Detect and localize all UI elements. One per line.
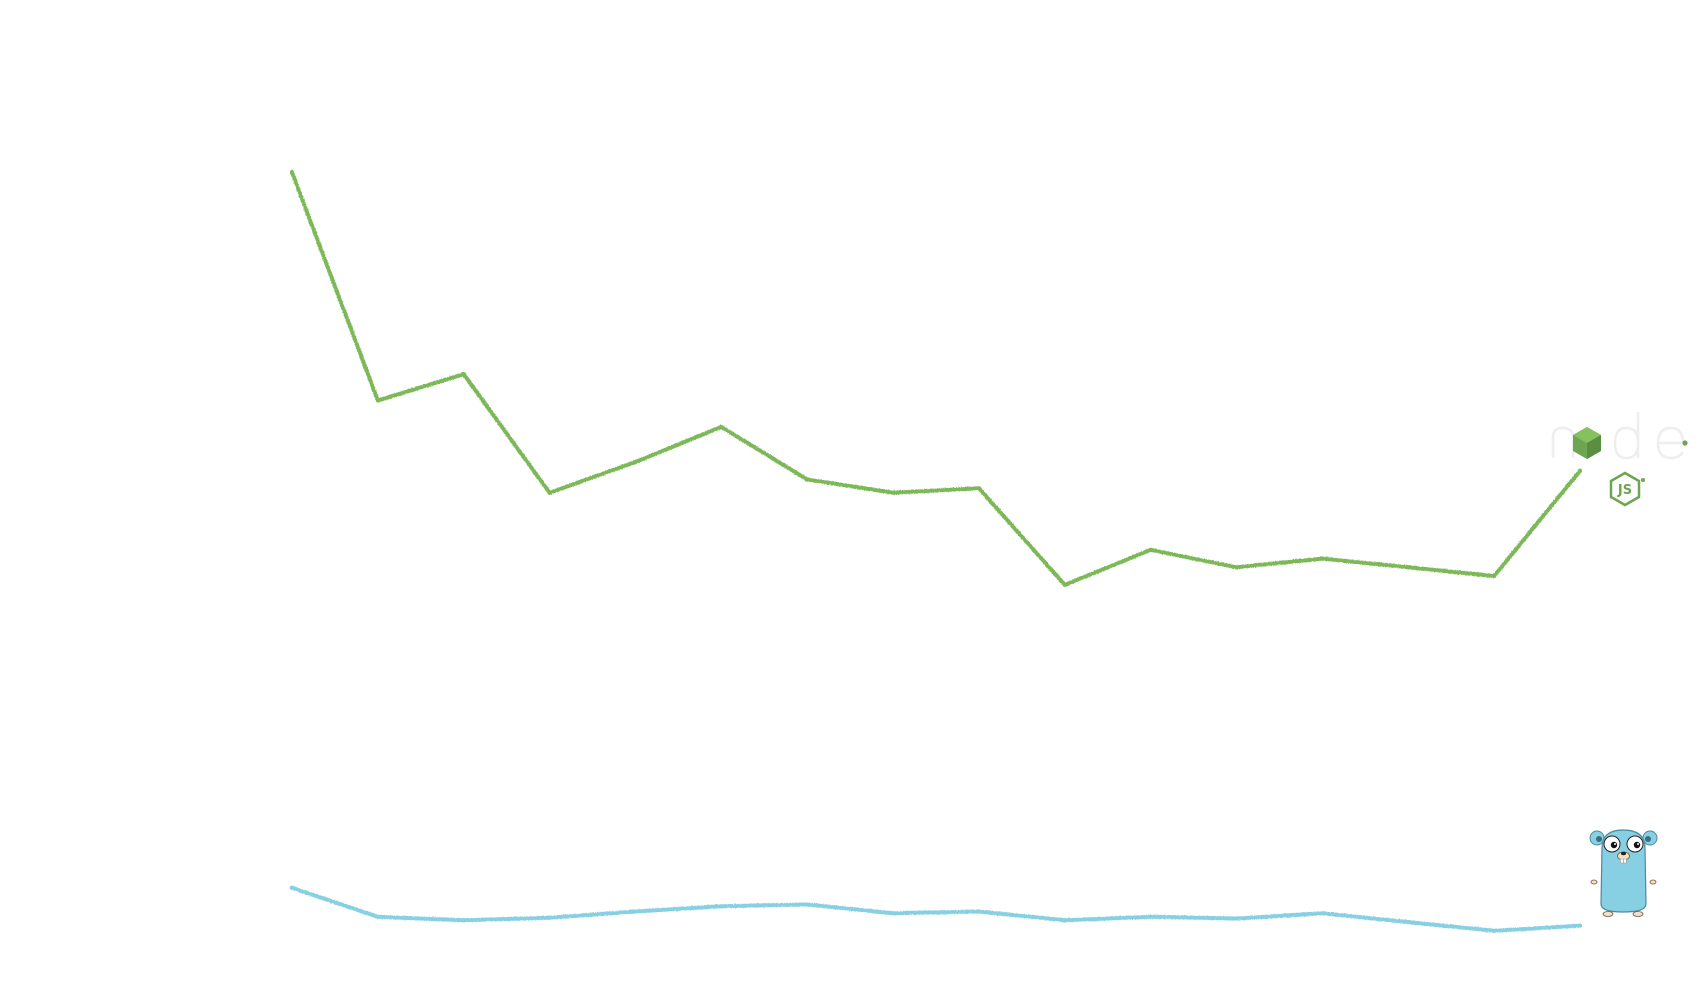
data-point-node bbox=[976, 486, 981, 491]
data-point-go bbox=[891, 911, 896, 916]
series-line-node bbox=[290, 170, 1582, 587]
nodejs-js-label: JS bbox=[1617, 483, 1632, 498]
nodejs-wordmark bbox=[1551, 412, 1685, 460]
data-point-go bbox=[976, 909, 981, 914]
nodejs-js-hexagon bbox=[1609, 471, 1641, 507]
data-point-node bbox=[1148, 547, 1153, 552]
data-point-go bbox=[805, 902, 810, 907]
data-point-node bbox=[805, 477, 810, 482]
data-point-go bbox=[1492, 928, 1497, 933]
data-point-go bbox=[1234, 916, 1239, 921]
data-point-go bbox=[633, 909, 638, 914]
data-point-node bbox=[891, 490, 896, 495]
data-point-node bbox=[1234, 565, 1239, 570]
series-line-go bbox=[290, 885, 1582, 933]
data-point-go bbox=[290, 885, 294, 890]
data-point-node bbox=[1320, 556, 1325, 561]
data-point-node bbox=[1578, 468, 1582, 473]
data-point-go bbox=[1578, 923, 1582, 928]
data-point-go bbox=[547, 915, 552, 920]
series-layer bbox=[290, 170, 1582, 933]
data-point-node bbox=[1492, 574, 1497, 579]
data-point-node bbox=[461, 372, 466, 377]
nodejs-logo: JS bbox=[1551, 412, 1688, 507]
data-point-go bbox=[461, 918, 466, 923]
nodejs-dot bbox=[1682, 440, 1688, 446]
data-point-go bbox=[719, 904, 724, 909]
data-point-node bbox=[547, 490, 552, 495]
data-point-node bbox=[375, 398, 380, 403]
data-point-node bbox=[1406, 565, 1411, 570]
go-gopher-icon bbox=[1589, 829, 1658, 917]
data-point-go bbox=[1406, 920, 1411, 925]
data-point-node bbox=[290, 170, 294, 175]
data-point-go bbox=[1320, 911, 1325, 916]
data-point-go bbox=[375, 914, 380, 919]
data-point-node bbox=[633, 459, 638, 464]
data-point-node bbox=[719, 424, 724, 429]
data-point-node bbox=[1062, 582, 1067, 587]
data-point-go bbox=[1148, 914, 1153, 919]
data-point-go bbox=[1062, 918, 1067, 923]
